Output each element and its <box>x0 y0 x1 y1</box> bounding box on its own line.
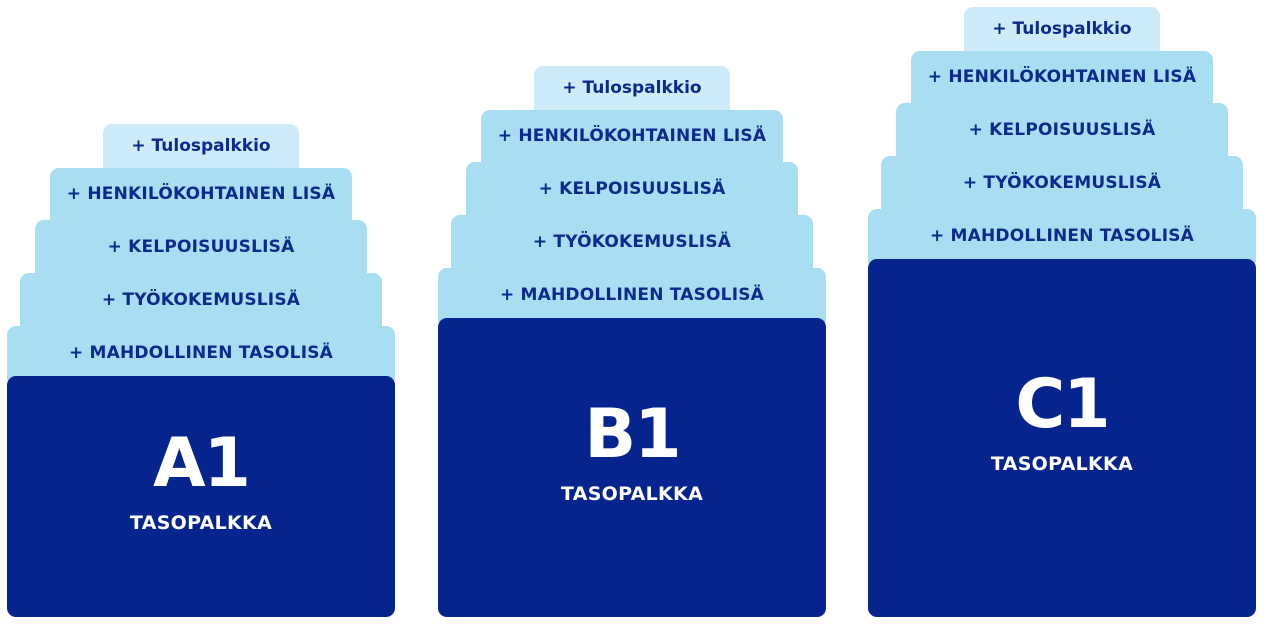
level-label: C1 <box>1015 365 1110 444</box>
layer-kelpoisuuslisa: + KELPOISUUSLISÄ <box>466 162 798 217</box>
layer-mahdollinen-tasolisa: + MAHDOLLINEN TASOLISÄ <box>868 209 1256 263</box>
layer-henkilokohtainen-lisa: + HENKILÖKOHTAINEN LISÄ <box>50 168 352 222</box>
base-salary-label: TASOPALKKA <box>990 453 1134 475</box>
base-salary-block: B1 TASOPALKKA <box>438 318 826 617</box>
base-salary-block: A1 TASOPALKKA <box>7 376 395 617</box>
base-salary-label: TASOPALKKA <box>560 482 704 505</box>
layer-kelpoisuuslisa: + KELPOISUUSLISÄ <box>896 103 1228 158</box>
base-salary-block: C1 TASOPALKKA <box>868 259 1256 617</box>
salary-stack-a1: + Tulospalkkio + HENKILÖKOHTAINEN LISÄ +… <box>7 124 395 617</box>
level-label: B1 <box>584 394 681 474</box>
level-label: A1 <box>153 423 251 503</box>
layer-tyokokemuslisa: + TYÖKOKEMUSLISÄ <box>881 156 1243 211</box>
layer-mahdollinen-tasolisa: + MAHDOLLINEN TASOLISÄ <box>7 326 395 380</box>
layer-tulospalkkio: + Tulospalkkio <box>534 66 730 112</box>
layer-tyokokemuslisa: + TYÖKOKEMUSLISÄ <box>451 215 813 270</box>
layer-mahdollinen-tasolisa: + MAHDOLLINEN TASOLISÄ <box>438 268 826 322</box>
layer-henkilokohtainen-lisa: + HENKILÖKOHTAINEN LISÄ <box>481 110 783 164</box>
layer-tulospalkkio: + Tulospalkkio <box>103 124 299 170</box>
layer-henkilokohtainen-lisa: + HENKILÖKOHTAINEN LISÄ <box>911 51 1213 105</box>
salary-stack-b1: + Tulospalkkio + HENKILÖKOHTAINEN LISÄ +… <box>438 66 826 617</box>
layer-tulospalkkio: + Tulospalkkio <box>964 7 1160 53</box>
salary-stack-c1: + Tulospalkkio + HENKILÖKOHTAINEN LISÄ +… <box>868 7 1256 617</box>
layer-tyokokemuslisa: + TYÖKOKEMUSLISÄ <box>20 273 382 328</box>
layer-kelpoisuuslisa: + KELPOISUUSLISÄ <box>35 220 367 275</box>
base-salary-label: TASOPALKKA <box>129 511 273 534</box>
